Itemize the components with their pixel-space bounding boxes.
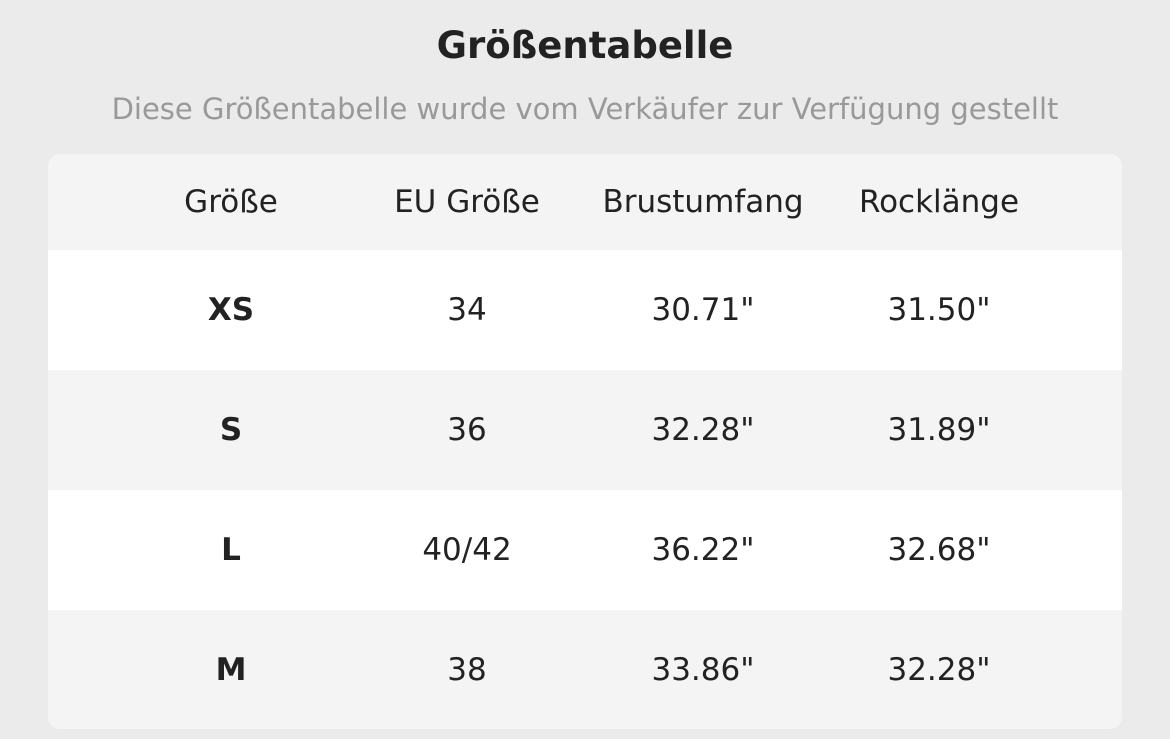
table-cell: 40/42 <box>422 532 512 568</box>
table-cell: 38 <box>447 652 487 688</box>
column-header: Größe <box>184 184 278 220</box>
table-cell: 33.86" <box>651 652 755 688</box>
table-cell: 31.50" <box>887 292 991 328</box>
subtitle: Diese Größentabelle wurde vom Verkäufer … <box>111 92 1059 126</box>
header-row: Größe EU Größe Brustumfang Rocklänge <box>48 154 1122 250</box>
table-row: M 38 33.86" 32.28" <box>48 610 1122 729</box>
title: Größentabelle <box>436 24 734 67</box>
table-cell: 32.28" <box>887 652 991 688</box>
table-cell: 32.68" <box>887 532 991 568</box>
column-header: Rocklänge <box>858 184 1020 220</box>
table-cell: 36 <box>447 412 487 448</box>
table-cell: 32.28" <box>651 412 755 448</box>
table-cell: S <box>219 412 243 448</box>
size-table: Größe EU Größe Brustumfang Rocklänge XS 34 30.… <box>48 154 1122 729</box>
table-cell: 36.22" <box>651 532 755 568</box>
column-header: EU Größe <box>394 184 540 220</box>
table-cell: 34 <box>447 292 487 328</box>
table-cell: 30.71" <box>651 292 755 328</box>
table-cell: L <box>221 532 241 568</box>
column-header: Brustumfang <box>602 184 804 220</box>
table-cell: 31.89" <box>887 412 991 448</box>
table-cell: XS <box>207 292 255 328</box>
table-cell: M <box>215 652 247 688</box>
table-row: XS 34 30.71" 31.50" <box>48 250 1122 370</box>
table-row: S 36 32.28" 31.89" <box>48 370 1122 490</box>
table-row: L 40/42 36.22" 32.68" <box>48 490 1122 610</box>
